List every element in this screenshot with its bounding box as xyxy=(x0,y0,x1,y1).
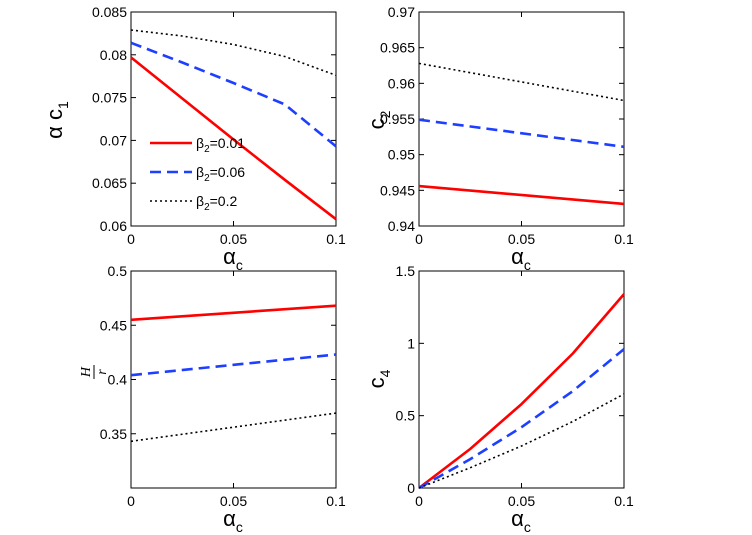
x-tick-label: 0.05 xyxy=(220,493,247,509)
series-line-dotted xyxy=(418,62,625,102)
y-tick-label: 0.06 xyxy=(100,218,127,234)
y-tick-label: 0.5 xyxy=(396,408,416,424)
series-line-solid xyxy=(130,56,337,221)
x-tick-label: 0.1 xyxy=(614,493,634,509)
legend-entry-label: β2=0.06 xyxy=(196,164,245,184)
x-tick-label: 0.1 xyxy=(326,231,346,247)
y-tick-label: 0.965 xyxy=(380,40,415,56)
series-line-dashed xyxy=(418,348,625,490)
y-axis-label: c2 xyxy=(364,110,393,129)
series-line-solid xyxy=(130,304,337,322)
y-axis-label: c4 xyxy=(364,369,393,388)
axes-frame xyxy=(418,270,625,489)
x-tick-label: 0 xyxy=(415,231,423,247)
x-tick-label: 0 xyxy=(127,231,135,247)
x-tick-label: 0 xyxy=(127,493,135,509)
y-tick-label: 1.5 xyxy=(396,263,416,279)
x-axis-label: αc xyxy=(511,244,531,273)
y-tick-label: 0 xyxy=(407,480,415,496)
subplot-c4: 0 0.05 0.1 0 0.5 1 1.5 αc c4 xyxy=(364,263,634,535)
y-tick-label: 0.08 xyxy=(100,47,127,63)
legend: β2=0.01 β2=0.06 β2=0.2 xyxy=(150,135,245,213)
series-line-dashed xyxy=(130,41,337,148)
series-line-solid xyxy=(418,184,625,206)
series-line-dotted xyxy=(130,29,337,77)
y-tick-label: 0.075 xyxy=(92,90,127,106)
x-tick-label: 0 xyxy=(415,493,423,509)
y-tick-label: 0.4 xyxy=(108,372,128,388)
legend-entry-label: β2=0.2 xyxy=(196,193,237,213)
y-tick-label: 1 xyxy=(407,335,415,351)
x-tick-label: 0.05 xyxy=(220,231,247,247)
series-line-dotted xyxy=(418,393,625,489)
x-axis-label: αc xyxy=(223,244,243,273)
y-tick-label: 0.07 xyxy=(100,132,127,148)
y-tick-label: 0.085 xyxy=(92,4,127,20)
y-tick-label: 0.45 xyxy=(100,317,127,333)
y-tick-label: 0.35 xyxy=(100,426,127,442)
x-axis-label: αc xyxy=(223,506,243,535)
x-tick-label: 0.05 xyxy=(508,231,535,247)
svg-text:H: H xyxy=(79,366,94,378)
legend-entry-label: β2=0.01 xyxy=(196,135,245,155)
series-line-dotted xyxy=(130,412,337,443)
y-tick-label: 0.94 xyxy=(388,218,415,234)
series-line-dashed xyxy=(418,118,625,149)
y-tick-label: 0.065 xyxy=(92,175,127,191)
series-line-solid xyxy=(418,293,625,490)
subplot-c2: 0 0.05 0.1 0.94 0.945 0.95 0.955 0.96 0.965 0.97 α… xyxy=(364,4,634,273)
axes-frame xyxy=(130,270,337,489)
svg-text:r: r xyxy=(95,369,110,375)
y-tick-label: 0.95 xyxy=(388,147,415,163)
subplot-c1: 0 0.05 0.1 0.06 0.065 0.07 0.075 0.08 0.085 αc α c… xyxy=(42,4,346,273)
subplot-hr: 0 0.05 0.1 0.35 0.4 0.45 0.5 αc H r xyxy=(79,263,346,535)
series-line-dashed xyxy=(130,353,337,377)
x-tick-label: 0.05 xyxy=(508,493,535,509)
y-tick-label: 0.945 xyxy=(380,182,415,198)
x-tick-label: 0.1 xyxy=(614,231,634,247)
x-tick-label: 0.1 xyxy=(326,493,346,509)
y-tick-label: 0.97 xyxy=(388,4,415,20)
x-axis-label: αc xyxy=(511,506,531,535)
y-tick-label: 0.96 xyxy=(388,75,415,91)
y-axis-label: α c1 xyxy=(42,101,71,139)
y-tick-label: 0.955 xyxy=(380,111,415,127)
y-tick-label: 0.5 xyxy=(108,263,128,279)
